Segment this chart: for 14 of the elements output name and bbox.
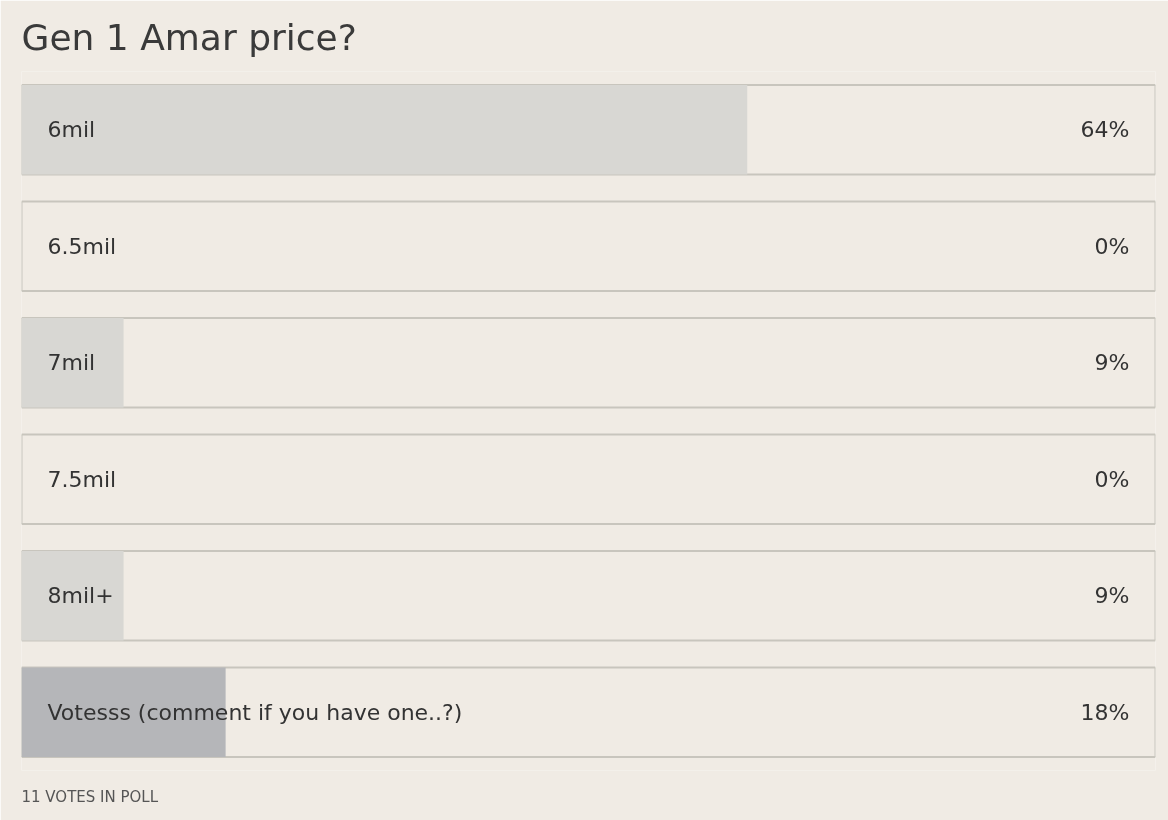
y-tick-label: 7mil [47, 350, 96, 376]
data-label: 0% [1094, 233, 1130, 259]
data-label: 9% [1094, 583, 1130, 609]
data-label: 0% [1094, 466, 1130, 492]
chart-title: Gen 1 Amar price? [21, 16, 357, 58]
y-tick-label: 8mil+ [47, 583, 114, 609]
y-tick-label: 7.5mil [47, 466, 117, 492]
data-label: 9% [1094, 350, 1130, 376]
data-label: 18% [1080, 699, 1130, 725]
y-tick-label: 6.5mil [47, 233, 117, 259]
data-label: 64% [1080, 117, 1130, 143]
y-tick-label: 6mil [47, 117, 96, 143]
y-tick-label: Votesss (comment if you have one..?) [47, 699, 463, 725]
text: 11 VOTES IN POLL [21, 787, 159, 806]
